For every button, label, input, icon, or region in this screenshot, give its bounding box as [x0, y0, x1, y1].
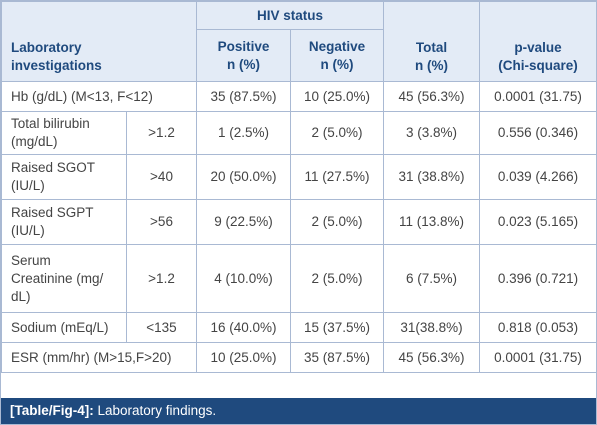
cell-total: 6 (7.5%)	[383, 244, 480, 313]
row-label-hb: Hb (g/dL) (M<13, F<12)	[1, 81, 197, 112]
cell-negative: 2 (5.0%)	[290, 199, 384, 245]
cell-cutoff: >56	[126, 199, 197, 245]
row-label-sgpt: Raised SGPT (IU/L)	[1, 199, 127, 245]
row-label-esr: ESR (mm/hr) (M>15,F>20)	[1, 342, 197, 373]
header-positive: Positive n (%)	[196, 29, 291, 82]
cell-total: 45 (56.3%)	[383, 81, 480, 112]
cell-positive: 16 (40.0%)	[196, 312, 291, 343]
cell-pvalue: 0.0001 (31.75)	[479, 342, 597, 373]
header-pvalue: p-value (Chi-square)	[479, 1, 597, 82]
cell-total: 3 (3.8%)	[383, 111, 480, 155]
cell-total: 31 (38.8%)	[383, 154, 480, 200]
row-label-creatinine: Serum Creatinine (mg/ dL)	[1, 244, 127, 313]
table-row: ESR (mm/hr) (M>15,F>20) 10 (25.0%) 35 (8…	[1, 342, 597, 373]
caption-label: [Table/Fig-4]:	[10, 403, 94, 418]
table-row: Serum Creatinine (mg/ dL) >1.2 4 (10.0%)…	[1, 244, 597, 313]
cell-positive: 20 (50.0%)	[196, 154, 291, 200]
table-row: Hb (g/dL) (M<13, F<12) 35 (87.5%) 10 (25…	[1, 81, 597, 112]
table-row: Total bilirubin (mg/dL) >1.2 1 (2.5%) 2 …	[1, 111, 597, 155]
header-negative: Negative n (%)	[290, 29, 384, 82]
table-row: Raised SGOT (IU/L) >40 20 (50.0%) 11 (27…	[1, 154, 597, 200]
row-label-bilirubin: Total bilirubin (mg/dL)	[1, 111, 127, 155]
cell-cutoff: >1.2	[126, 111, 197, 155]
cell-positive: 4 (10.0%)	[196, 244, 291, 313]
cell-negative: 35 (87.5%)	[290, 342, 384, 373]
cell-pvalue: 0.556 (0.346)	[479, 111, 597, 155]
cell-positive: 35 (87.5%)	[196, 81, 291, 112]
cell-negative: 11 (27.5%)	[290, 154, 384, 200]
cell-cutoff: >1.2	[126, 244, 197, 313]
cell-pvalue: 0.023 (5.165)	[479, 199, 597, 245]
table-row: Sodium (mEq/L) <135 16 (40.0%) 15 (37.5%…	[1, 312, 597, 343]
table-row: Raised SGPT (IU/L) >56 9 (22.5%) 2 (5.0%…	[1, 199, 597, 245]
header-lab-investigations: Laboratory investigations	[1, 1, 197, 82]
cell-positive: 9 (22.5%)	[196, 199, 291, 245]
cell-total: 11 (13.8%)	[383, 199, 480, 245]
header-total: Total n (%)	[383, 1, 480, 82]
cell-pvalue: 0.396 (0.721)	[479, 244, 597, 313]
cell-positive: 10 (25.0%)	[196, 342, 291, 373]
cell-negative: 2 (5.0%)	[290, 111, 384, 155]
lab-findings-table: Laboratory investigations HIV status Tot…	[1, 1, 597, 373]
cell-pvalue: 0.818 (0.053)	[479, 312, 597, 343]
cell-total: 31(38.8%)	[383, 312, 480, 343]
row-label-sodium: Sodium (mEq/L)	[1, 312, 127, 343]
row-label-sgot: Raised SGOT (IU/L)	[1, 154, 127, 200]
cell-cutoff: <135	[126, 312, 197, 343]
cell-cutoff: >40	[126, 154, 197, 200]
cell-total: 45 (56.3%)	[383, 342, 480, 373]
caption-text: Laboratory findings.	[97, 403, 217, 418]
cell-negative: 10 (25.0%)	[290, 81, 384, 112]
cell-positive: 1 (2.5%)	[196, 111, 291, 155]
cell-negative: 15 (37.5%)	[290, 312, 384, 343]
table-caption: [Table/Fig-4]: Laboratory findings.	[1, 398, 596, 424]
cell-pvalue: 0.039 (4.266)	[479, 154, 597, 200]
cell-negative: 2 (5.0%)	[290, 244, 384, 313]
header-hiv-status: HIV status	[196, 1, 384, 30]
cell-pvalue: 0.0001 (31.75)	[479, 81, 597, 112]
